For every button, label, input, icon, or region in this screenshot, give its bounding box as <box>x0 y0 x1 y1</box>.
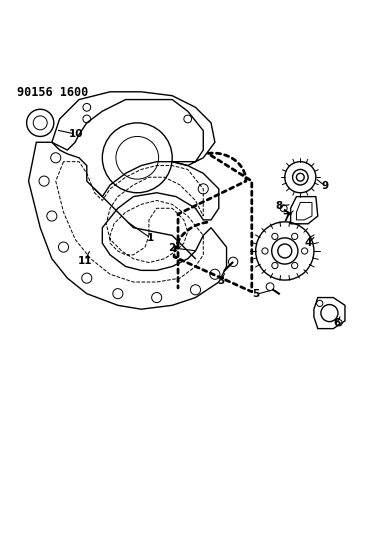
Text: 10: 10 <box>69 129 83 139</box>
Text: 4: 4 <box>305 238 312 248</box>
Text: 6: 6 <box>334 318 341 328</box>
Text: 7: 7 <box>282 213 289 223</box>
Text: 1: 1 <box>147 233 154 243</box>
Text: 9: 9 <box>321 181 328 191</box>
Text: 3: 3 <box>217 276 224 286</box>
Text: 5: 5 <box>252 289 259 300</box>
Text: 2: 2 <box>169 243 176 253</box>
Text: 8: 8 <box>275 201 283 211</box>
Text: 90156 1600: 90156 1600 <box>17 86 88 99</box>
Text: 11: 11 <box>77 256 92 265</box>
